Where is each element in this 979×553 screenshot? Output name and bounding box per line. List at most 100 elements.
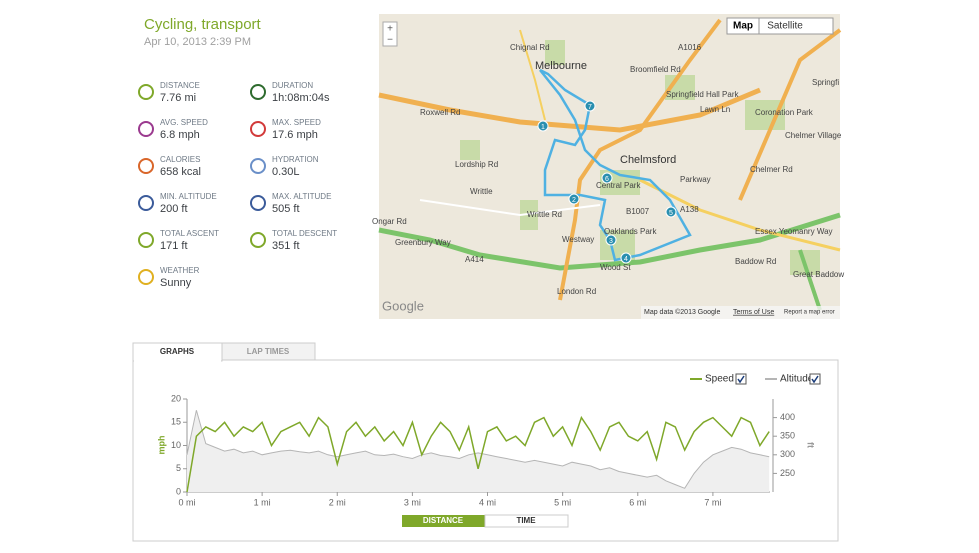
map-label: A138 — [680, 205, 699, 214]
map-label: Springfi — [812, 78, 839, 87]
map-label: Coronation Park — [755, 108, 814, 117]
map-label: Lordship Rd — [455, 160, 498, 169]
route-marker — [537, 120, 549, 132]
map-label: Westway — [562, 235, 594, 244]
stat-icon — [250, 195, 266, 211]
map-label: Writtle — [470, 187, 493, 196]
y2-tick-label: 300 — [780, 449, 795, 459]
toggle-distance[interactable] — [402, 515, 485, 527]
stat-label: MIN. ALTITUDE — [160, 192, 217, 201]
activity-date: Apr 10, 2013 2:39 PM — [144, 36, 251, 48]
map-label: Wood St — [600, 263, 631, 272]
map-label: Oaklands Park — [604, 227, 657, 236]
map-label: Essex Yeomanry Way — [755, 227, 833, 236]
y2-tick-label: 400 — [780, 412, 795, 422]
map-label: Central Park — [596, 181, 641, 190]
map-label: Melbourne — [535, 60, 587, 72]
legend-checkbox[interactable] — [809, 373, 821, 385]
stat-label: DISTANCE — [160, 81, 200, 90]
legend-label: Altitude — [780, 374, 814, 385]
map-label: Broomfield Rd — [630, 65, 681, 74]
x-tick-label: 0 mi — [178, 497, 195, 507]
stat-label: DURATION — [272, 81, 313, 90]
route-marker-number: 5 — [669, 210, 673, 217]
checkmark — [737, 375, 745, 384]
zoom-control[interactable] — [382, 21, 398, 47]
x-tick-label: 1 mi — [254, 497, 271, 507]
route-marker — [605, 234, 617, 246]
y-axis-label: mph — [156, 436, 166, 455]
x-tick-label: 7 mi — [704, 497, 721, 507]
tab-label: LAP TIMES — [247, 347, 290, 356]
y-tick-label: 0 — [176, 486, 181, 496]
map[interactable] — [378, 14, 842, 319]
y2-axis-label: ft — [806, 442, 816, 448]
stat-value: 7.76 mi — [160, 92, 196, 104]
map-bg — [379, 14, 840, 319]
activity-title: Cycling, transport — [144, 16, 262, 33]
stat-value: 0.30L — [272, 166, 300, 178]
map-label: Baddow Rd — [735, 257, 776, 266]
route-marker — [601, 172, 613, 184]
map-label: Roxwell Rd — [420, 108, 460, 117]
legend-label: Speed — [705, 374, 734, 385]
checkmark — [811, 375, 819, 384]
map-terms: Terms of Use — [733, 309, 774, 316]
zoom-in: + — [387, 24, 393, 35]
x-tick-label: 6 mi — [629, 497, 646, 507]
map-label: Parkway — [680, 175, 711, 184]
y-tick-label: 15 — [171, 417, 181, 427]
zoom-out: − — [387, 35, 393, 46]
tab-lap-times[interactable] — [221, 342, 316, 361]
route-marker — [665, 206, 677, 218]
y2-tick-label: 250 — [780, 468, 795, 478]
legend-checkbox[interactable] — [735, 373, 747, 385]
map-label: Greenbury Way — [395, 238, 451, 247]
y2-tick-label: 350 — [780, 431, 795, 441]
route-marker — [568, 193, 580, 205]
y-tick-label: 20 — [171, 393, 181, 403]
map-roads — [378, 18, 842, 311]
stat-icon — [250, 84, 266, 100]
map-label: Great Baddow — [793, 270, 844, 279]
series-line — [186, 410, 770, 489]
map-type-control[interactable] — [726, 17, 834, 35]
y-tick-label: 10 — [171, 440, 181, 450]
map-button: Satellite — [767, 21, 803, 32]
stat-label: TOTAL DESCENT — [272, 229, 337, 238]
route-marker-number: 4 — [624, 256, 628, 263]
stat-value: 505 ft — [272, 203, 300, 215]
route-marker — [584, 100, 596, 112]
map-label: B1007 — [626, 207, 650, 216]
stat-value: 658 kcal — [160, 166, 201, 178]
route-marker-number: 2 — [572, 197, 576, 204]
stat-icon — [138, 195, 154, 211]
map-footer-bg — [641, 306, 840, 319]
tab-join — [134, 359, 221, 362]
stat-value: 17.6 mph — [272, 129, 318, 141]
map-label: London Rd — [557, 287, 596, 296]
x-tick-label: 4 mi — [479, 497, 496, 507]
stat-icon — [250, 121, 266, 137]
stat-value: Sunny — [160, 277, 192, 289]
map-button: Map — [733, 21, 753, 32]
google-logo: Google — [382, 298, 424, 313]
toggle-label: DISTANCE — [423, 516, 464, 525]
stat-label: AVG. SPEED — [160, 118, 208, 127]
stat-label: WEATHER — [160, 266, 200, 275]
x-tick-label: 3 mi — [404, 497, 421, 507]
graph-panel — [132, 342, 839, 542]
route-marker-number: 3 — [609, 238, 613, 245]
stat-value: 1h:08m:04s — [272, 92, 330, 104]
stat-value: 171 ft — [160, 240, 188, 252]
toggle-time[interactable] — [484, 514, 569, 528]
route-marker-number: 7 — [588, 104, 592, 111]
stat-icon — [138, 269, 154, 285]
stat-label: TOTAL ASCENT — [160, 229, 219, 238]
map-label: Writtle Rd — [527, 210, 562, 219]
map-label: Chelmsford — [620, 154, 676, 166]
map-label: Lawn Ln — [700, 105, 730, 114]
map-label: Chignal Rd — [510, 43, 550, 52]
stat-value: 6.8 mph — [160, 129, 200, 141]
route-marker — [620, 252, 632, 264]
